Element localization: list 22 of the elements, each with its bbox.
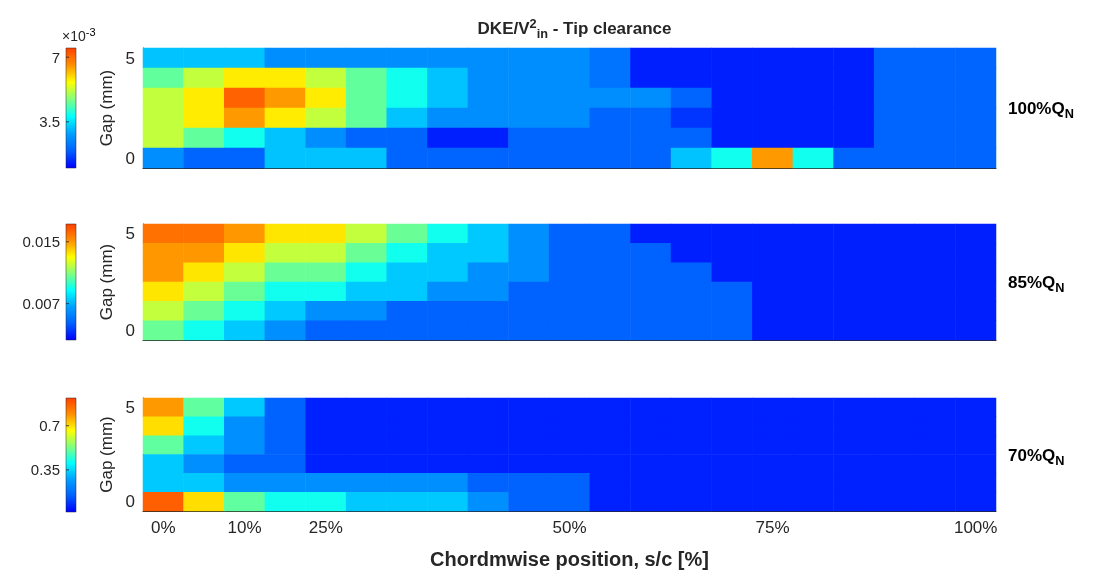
x-tick-label: 75% (755, 518, 790, 537)
y-tick-label: 0 (125, 148, 135, 168)
y-tick-label: 5 (125, 224, 135, 244)
x-axis-title: Chordmwise position, s/c [%] (430, 548, 709, 570)
color-bar-label: 0.007 (22, 295, 60, 313)
x-tick-label: 0% (151, 518, 176, 537)
y-tick-label: 0 (125, 492, 135, 512)
x-tick-label: 10% (227, 518, 262, 537)
x-tick-label: 50% (552, 518, 587, 537)
y-axis-title: Gap (mm) (96, 69, 116, 147)
y-tick-label: 5 (125, 397, 135, 417)
color-bar-label: 7 (51, 48, 60, 66)
y-axis-title: Gap (mm) (96, 243, 116, 321)
color-bar-label: 0.7 (39, 417, 60, 435)
color-bar-label: 3.5 (39, 113, 60, 131)
y-axis-title: Gap (mm) (96, 416, 116, 493)
x-tick-label: 100% (953, 518, 998, 537)
x-tick-label: 25% (308, 518, 343, 537)
color-bar-label: 0.35 (30, 461, 60, 479)
y-tick-label: 0 (125, 320, 135, 340)
y-tick-label: 5 (125, 48, 135, 68)
color-bar-label: 0.015 (22, 233, 60, 251)
